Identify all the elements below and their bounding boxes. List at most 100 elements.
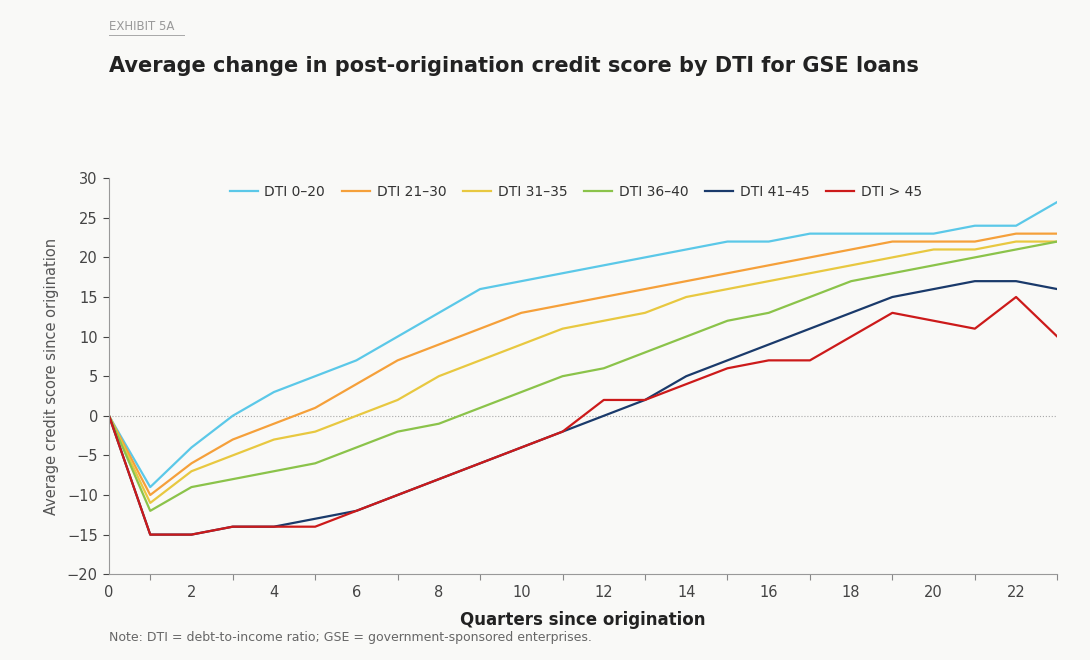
DTI 0–20 [144,483,157,491]
DTI 31–35 [185,467,198,475]
DTI 0–20 [886,230,899,238]
DTI 36–40 [597,364,610,372]
DTI 36–40 [308,459,322,467]
Line: DTI 41–45: DTI 41–45 [109,281,1057,535]
DTI 41–45 [514,444,528,451]
DTI 21–30 [968,238,981,246]
DTI 0–20 [720,238,734,246]
DTI 0–20 [680,246,693,253]
DTI 0–20 [267,388,280,396]
DTI > 45 [680,380,693,388]
DTI 31–35 [597,317,610,325]
DTI 21–30 [350,380,363,388]
DTI > 45 [556,428,569,436]
DTI > 45 [762,356,775,364]
DTI 21–30 [473,325,486,333]
DTI 0–20 [433,309,446,317]
DTI > 45 [144,531,157,539]
DTI 31–35 [680,293,693,301]
DTI 31–35 [886,253,899,261]
DTI 36–40 [720,317,734,325]
Text: Note: DTI = debt-to-income ratio; GSE = government-sponsored enterprises.: Note: DTI = debt-to-income ratio; GSE = … [109,630,592,644]
DTI 0–20 [1009,222,1022,230]
DTI 41–45 [762,341,775,348]
DTI 0–20 [185,444,198,451]
DTI 31–35 [144,499,157,507]
Line: DTI 0–20: DTI 0–20 [109,202,1057,487]
DTI 41–45 [886,293,899,301]
DTI 41–45 [185,531,198,539]
DTI 21–30 [144,491,157,499]
DTI > 45 [639,396,652,404]
DTI 31–35 [968,246,981,253]
DTI 0–20 [473,285,486,293]
DTI 0–20 [639,253,652,261]
DTI 41–45 [845,309,858,317]
DTI 21–30 [185,459,198,467]
DTI 21–30 [720,269,734,277]
DTI 31–35 [928,246,941,253]
Legend: DTI 0–20, DTI 21–30, DTI 31–35, DTI 36–40, DTI 41–45, DTI > 45: DTI 0–20, DTI 21–30, DTI 31–35, DTI 36–4… [230,185,922,199]
DTI 41–45 [968,277,981,285]
DTI 0–20 [968,222,981,230]
DTI 36–40 [556,372,569,380]
DTI 41–45 [473,459,486,467]
DTI 21–30 [1009,230,1022,238]
DTI 41–45 [144,531,157,539]
DTI 31–35 [1009,238,1022,246]
DTI 21–30 [556,301,569,309]
DTI 21–30 [845,246,858,253]
DTI 41–45 [1009,277,1022,285]
DTI 36–40 [226,475,239,483]
DTI 21–30 [639,285,652,293]
DTI 21–30 [433,341,446,348]
DTI 31–35 [267,436,280,444]
DTI 41–45 [267,523,280,531]
DTI 21–30 [102,412,116,420]
DTI 21–30 [680,277,693,285]
DTI > 45 [185,531,198,539]
DTI 21–30 [886,238,899,246]
DTI 21–30 [1051,230,1064,238]
DTI 0–20 [597,261,610,269]
DTI 31–35 [473,356,486,364]
DTI > 45 [433,475,446,483]
DTI 0–20 [350,356,363,364]
DTI > 45 [226,523,239,531]
DTI 41–45 [803,325,816,333]
DTI > 45 [845,333,858,341]
DTI 36–40 [845,277,858,285]
DTI 0–20 [928,230,941,238]
DTI 31–35 [308,428,322,436]
DTI > 45 [267,523,280,531]
DTI 36–40 [803,293,816,301]
DTI 31–35 [226,451,239,459]
DTI 31–35 [391,396,404,404]
DTI 21–30 [267,420,280,428]
DTI 0–20 [308,372,322,380]
DTI 31–35 [514,341,528,348]
DTI > 45 [886,309,899,317]
DTI 31–35 [556,325,569,333]
DTI 36–40 [144,507,157,515]
DTI > 45 [928,317,941,325]
DTI 31–35 [803,269,816,277]
DTI 41–45 [102,412,116,420]
DTI > 45 [102,412,116,420]
DTI 36–40 [433,420,446,428]
Line: DTI 21–30: DTI 21–30 [109,234,1057,495]
DTI 0–20 [391,333,404,341]
DTI 41–45 [226,523,239,531]
DTI 31–35 [102,412,116,420]
DTI 41–45 [556,428,569,436]
X-axis label: Quarters since origination: Quarters since origination [460,611,706,630]
DTI > 45 [473,459,486,467]
DTI > 45 [1051,333,1064,341]
DTI 36–40 [762,309,775,317]
DTI 21–30 [928,238,941,246]
DTI > 45 [308,523,322,531]
DTI 36–40 [928,261,941,269]
DTI > 45 [803,356,816,364]
DTI 36–40 [514,388,528,396]
DTI 21–30 [226,436,239,444]
